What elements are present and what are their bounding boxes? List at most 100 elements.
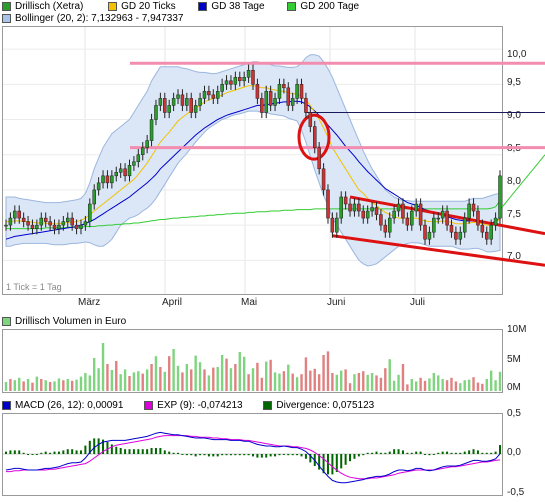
volume-bar <box>31 382 34 391</box>
x-tick-label: Juni <box>327 297 346 308</box>
volume-bar <box>388 359 391 391</box>
divergence-bar <box>128 449 131 454</box>
candle-body <box>462 217 467 233</box>
candle-body <box>282 84 286 89</box>
candle-body <box>123 168 127 177</box>
legend-swatch <box>144 401 154 410</box>
candle-body <box>167 105 171 113</box>
y-tick-label: 9,0 <box>507 110 521 121</box>
candle-body <box>140 147 145 155</box>
volume-bar <box>476 382 480 391</box>
candle-body <box>251 69 255 85</box>
volume-bar <box>379 377 383 391</box>
candle-body <box>154 105 158 120</box>
divergence-bar <box>309 454 312 463</box>
candle-body <box>57 224 61 229</box>
divergence-bar <box>93 438 96 454</box>
legend-swatch <box>2 401 11 410</box>
candle-body <box>432 217 436 233</box>
candle-body <box>176 94 180 99</box>
divergence-bar <box>441 451 444 454</box>
divergence-bar <box>362 454 365 456</box>
legend-label: EXP (9): -0,074213 <box>157 400 243 411</box>
divergence-bar <box>238 454 241 456</box>
divergence-bar <box>366 452 369 454</box>
divergence-bar <box>88 440 91 454</box>
volume-bar <box>163 371 166 391</box>
divergence-bar <box>199 454 202 456</box>
candle-body <box>374 207 379 215</box>
divergence-bar <box>481 452 484 454</box>
volume-bar <box>313 368 316 391</box>
volume-bar <box>423 380 427 391</box>
volume-bar <box>459 383 462 391</box>
candle-body <box>361 210 366 219</box>
divergence-bar <box>141 449 144 454</box>
candle-body <box>454 231 458 240</box>
volume-bar <box>370 373 374 391</box>
volume-bar <box>300 374 303 391</box>
candle-body <box>405 217 410 226</box>
y-tick-label: -0,5 <box>507 487 525 498</box>
candle-body <box>136 154 141 163</box>
volume-bar <box>419 377 422 391</box>
volume-bar <box>185 364 189 391</box>
divergence-bar <box>406 452 409 454</box>
candle-body <box>485 231 489 240</box>
volume-bar <box>357 373 361 391</box>
candle-body <box>224 80 229 85</box>
candle-body <box>476 210 480 226</box>
divergence-bar <box>247 454 250 456</box>
candle-body <box>30 224 35 229</box>
divergence-bar <box>287 454 290 456</box>
divergence-bar <box>419 451 422 454</box>
volume-bar <box>44 380 47 391</box>
volume-bar <box>4 382 8 391</box>
volume-bar <box>251 368 255 391</box>
candle-body <box>335 217 339 233</box>
y-tick-label: 0M <box>507 382 521 393</box>
divergence-bar <box>260 454 263 458</box>
volume-bar <box>190 369 193 391</box>
divergence-bar <box>221 454 224 456</box>
divergence-bar <box>132 449 135 454</box>
candle-body <box>379 214 383 226</box>
legend-swatch <box>2 14 11 23</box>
candle-body <box>83 221 88 226</box>
candle-body <box>39 217 44 226</box>
divergence-bar <box>349 454 352 462</box>
candle-body <box>101 175 105 184</box>
divergence-bar <box>22 452 25 454</box>
candle-body <box>352 203 357 212</box>
candle-body <box>145 140 149 148</box>
volume-bar <box>353 374 356 391</box>
volume-bar <box>238 352 241 391</box>
divergence-bar <box>459 452 462 454</box>
legend-exp: EXP (9): -0,074213 <box>144 400 243 411</box>
candle-body <box>326 189 330 219</box>
y-tick-label: 7,5 <box>507 209 521 220</box>
candle-body <box>149 119 154 141</box>
candle-body <box>286 87 291 106</box>
volume-bar <box>450 377 453 391</box>
candle-body <box>118 168 123 173</box>
divergence-bar <box>357 454 360 457</box>
candle-body <box>180 94 185 106</box>
candle-body <box>43 217 48 222</box>
legend-label: Drillisch (Xetra) <box>15 1 84 12</box>
divergence-bar <box>203 454 206 456</box>
volume-bar <box>406 384 409 391</box>
volume-bar <box>84 373 87 391</box>
divergence-bar <box>415 451 418 454</box>
y-tick-label: 9,5 <box>507 77 521 88</box>
volume-bar <box>132 372 136 391</box>
candle-body <box>52 224 57 229</box>
candle-body <box>458 231 463 240</box>
divergence-bar <box>40 452 43 454</box>
candle-body <box>268 91 273 106</box>
tick-note: 1 Tick = 1 Tag <box>6 282 62 292</box>
divergence-bar <box>110 444 113 454</box>
candle-body <box>189 98 193 113</box>
divergence-bar <box>490 452 493 454</box>
divergence-bar <box>44 451 47 454</box>
